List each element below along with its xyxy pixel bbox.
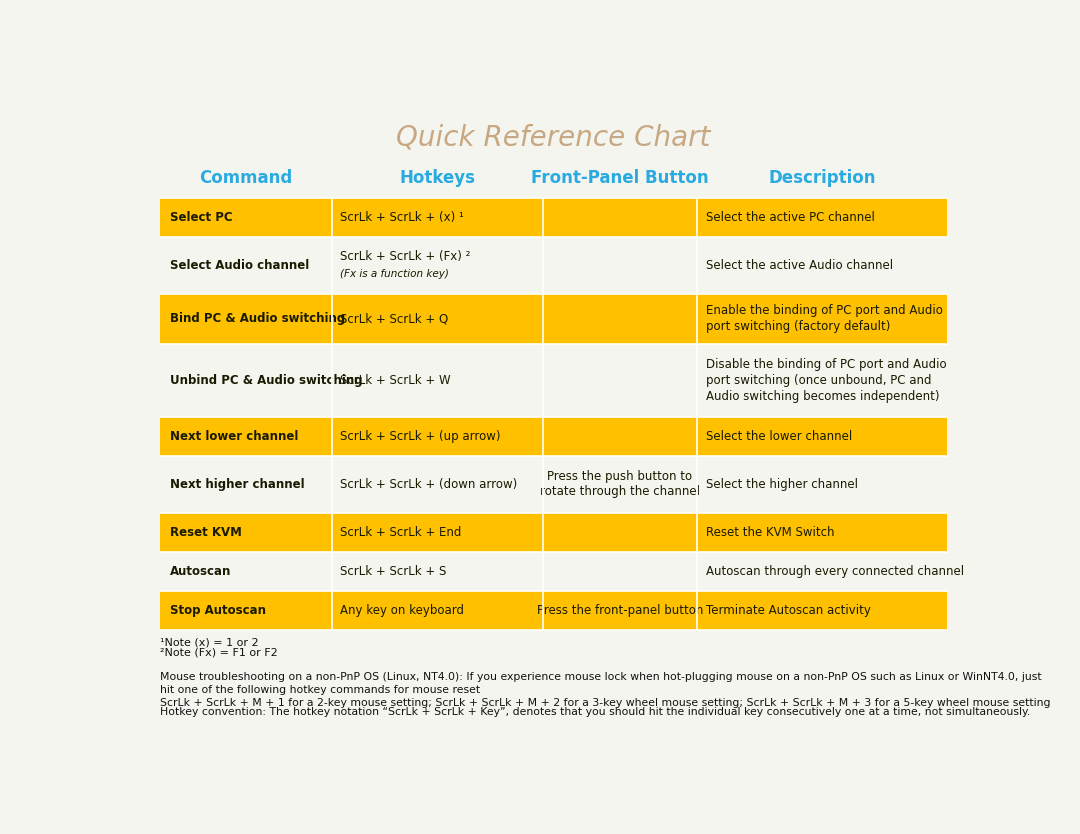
Text: Unbind PC & Audio switching: Unbind PC & Audio switching <box>171 374 363 387</box>
Text: ScrLk + ScrLk + (up arrow): ScrLk + ScrLk + (up arrow) <box>340 430 500 443</box>
Text: ScrLk + ScrLk + (x) ¹: ScrLk + ScrLk + (x) ¹ <box>340 211 464 224</box>
Text: Press the push button to
rotate through the channel: Press the push button to rotate through … <box>540 470 700 498</box>
Text: ScrLk + ScrLk + (Fx) ²: ScrLk + ScrLk + (Fx) ² <box>340 250 471 264</box>
Text: ScrLk + ScrLk + (down arrow): ScrLk + ScrLk + (down arrow) <box>340 478 517 490</box>
Text: Select Audio channel: Select Audio channel <box>171 259 309 272</box>
Text: ²Note (Fx) = F1 or F2: ²Note (Fx) = F1 or F2 <box>160 648 278 658</box>
Text: Next lower channel: Next lower channel <box>171 430 298 443</box>
Text: Press the front-panel button: Press the front-panel button <box>537 604 703 617</box>
Text: Command: Command <box>200 169 293 188</box>
Text: Mouse troubleshooting on a non-PnP OS (Linux, NT4.0): If you experience mouse lo: Mouse troubleshooting on a non-PnP OS (L… <box>160 671 1051 708</box>
Text: ScrLk + ScrLk + S: ScrLk + ScrLk + S <box>340 565 446 578</box>
Text: Autoscan through every connected channel: Autoscan through every connected channel <box>706 565 964 578</box>
Bar <box>160 237 947 294</box>
Text: Select PC: Select PC <box>171 211 233 224</box>
Bar <box>160 590 947 630</box>
Text: Enable the binding of PC port and Audio
port switching (factory default): Enable the binding of PC port and Audio … <box>706 304 943 334</box>
Text: Select the lower channel: Select the lower channel <box>706 430 852 443</box>
Text: Bind PC & Audio switching: Bind PC & Audio switching <box>171 313 346 325</box>
Bar <box>160 513 947 551</box>
Text: (Fx is a function key): (Fx is a function key) <box>340 269 449 279</box>
Bar <box>160 456 947 513</box>
Bar <box>160 198 947 237</box>
Bar <box>160 417 947 456</box>
Text: Autoscan: Autoscan <box>171 565 231 578</box>
Text: Hotkey convention: The hotkey notation “ScrLk + ScrLk + Key”, denotes that you s: Hotkey convention: The hotkey notation “… <box>160 707 1030 717</box>
Text: Stop Autoscan: Stop Autoscan <box>171 604 266 617</box>
Text: ScrLk + ScrLk + W: ScrLk + ScrLk + W <box>340 374 450 387</box>
Text: Quick Reference Chart: Quick Reference Chart <box>396 123 711 151</box>
Text: Reset KVM: Reset KVM <box>171 525 242 539</box>
Bar <box>160 551 947 590</box>
Text: Select the active PC channel: Select the active PC channel <box>706 211 875 224</box>
Text: Select the active Audio channel: Select the active Audio channel <box>706 259 893 272</box>
Text: Reset the KVM Switch: Reset the KVM Switch <box>706 525 835 539</box>
Text: Disable the binding of PC port and Audio
port switching (once unbound, PC and
Au: Disable the binding of PC port and Audio… <box>706 358 946 403</box>
Text: Description: Description <box>769 169 876 188</box>
Text: Next higher channel: Next higher channel <box>171 478 305 490</box>
Text: ScrLk + ScrLk + Q: ScrLk + ScrLk + Q <box>340 313 448 325</box>
Text: Terminate Autoscan activity: Terminate Autoscan activity <box>706 604 870 617</box>
Text: ¹Note (x) = 1 or 2: ¹Note (x) = 1 or 2 <box>160 637 259 647</box>
Bar <box>160 344 947 417</box>
Text: Hotkeys: Hotkeys <box>400 169 475 188</box>
Text: ScrLk + ScrLk + End: ScrLk + ScrLk + End <box>340 525 461 539</box>
Text: Select the higher channel: Select the higher channel <box>706 478 858 490</box>
Text: Front-Panel Button: Front-Panel Button <box>531 169 708 188</box>
Text: Any key on keyboard: Any key on keyboard <box>340 604 464 617</box>
Bar <box>160 294 947 344</box>
